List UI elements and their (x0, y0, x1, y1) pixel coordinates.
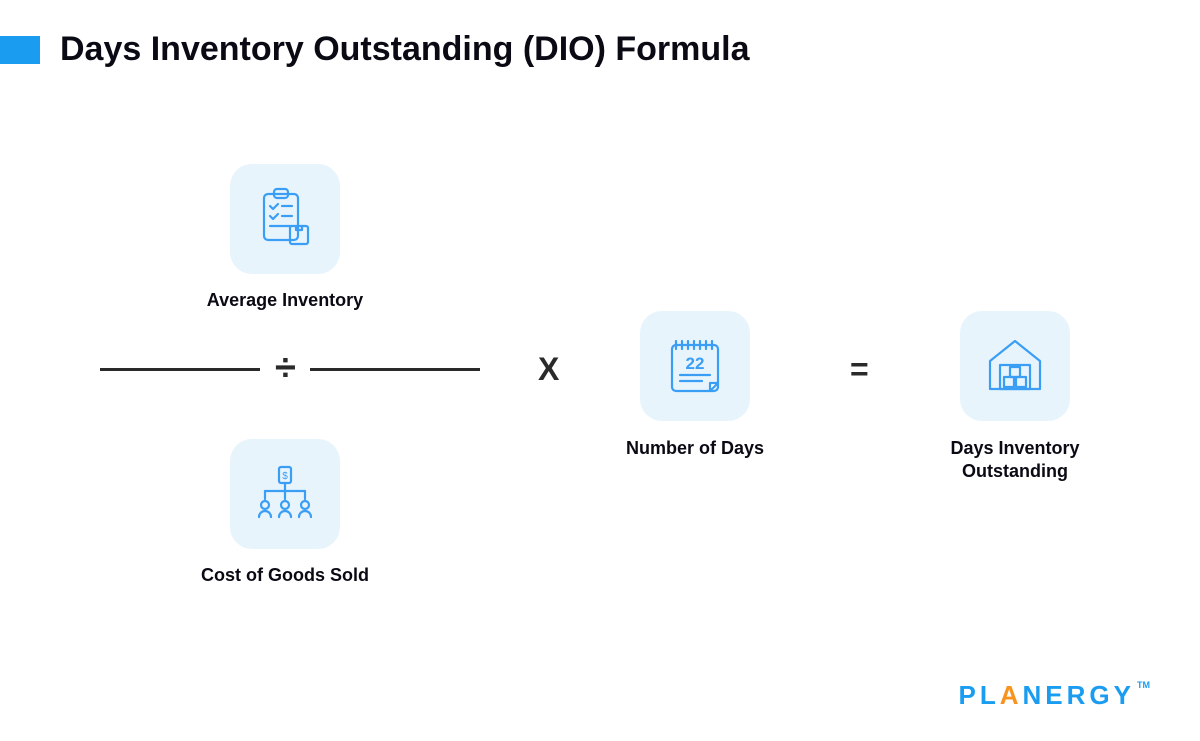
accent-bar (0, 36, 40, 64)
svg-text:$: $ (282, 471, 288, 482)
number-of-days-label: Number of Days (595, 437, 795, 460)
average-inventory-card (230, 164, 340, 274)
dio-result-card (960, 311, 1070, 421)
org-cost-icon: $ (250, 459, 320, 529)
formula-diagram: Average Inventory ÷ $ Cost of Goods (0, 69, 1200, 609)
page-title: Days Inventory Outstanding (DIO) Formula (60, 30, 750, 69)
divide-symbol: ÷ (275, 347, 296, 390)
equals-symbol: = (850, 351, 869, 388)
warehouse-icon (980, 331, 1050, 401)
logo-part-3: NERGY (1023, 680, 1135, 710)
logo-part-1: PL (959, 680, 1000, 710)
clipboard-check-icon (250, 184, 320, 254)
fraction-line-left (100, 368, 260, 371)
dio-result-label: Days Inventory Outstanding (915, 437, 1115, 484)
average-inventory-label: Average Inventory (185, 289, 385, 312)
calendar-number: 22 (686, 354, 705, 373)
calendar-icon: 22 (660, 331, 730, 401)
logo-part-2: A (1000, 680, 1023, 710)
planergy-logo: PLANERGYTM (959, 680, 1150, 711)
logo-tm: TM (1137, 680, 1150, 690)
cogs-label: Cost of Goods Sold (185, 564, 385, 587)
header: Days Inventory Outstanding (DIO) Formula (0, 0, 1200, 69)
multiply-symbol: X (538, 351, 559, 388)
cogs-card: $ (230, 439, 340, 549)
fraction-line-right (310, 368, 480, 371)
number-of-days-card: 22 (640, 311, 750, 421)
